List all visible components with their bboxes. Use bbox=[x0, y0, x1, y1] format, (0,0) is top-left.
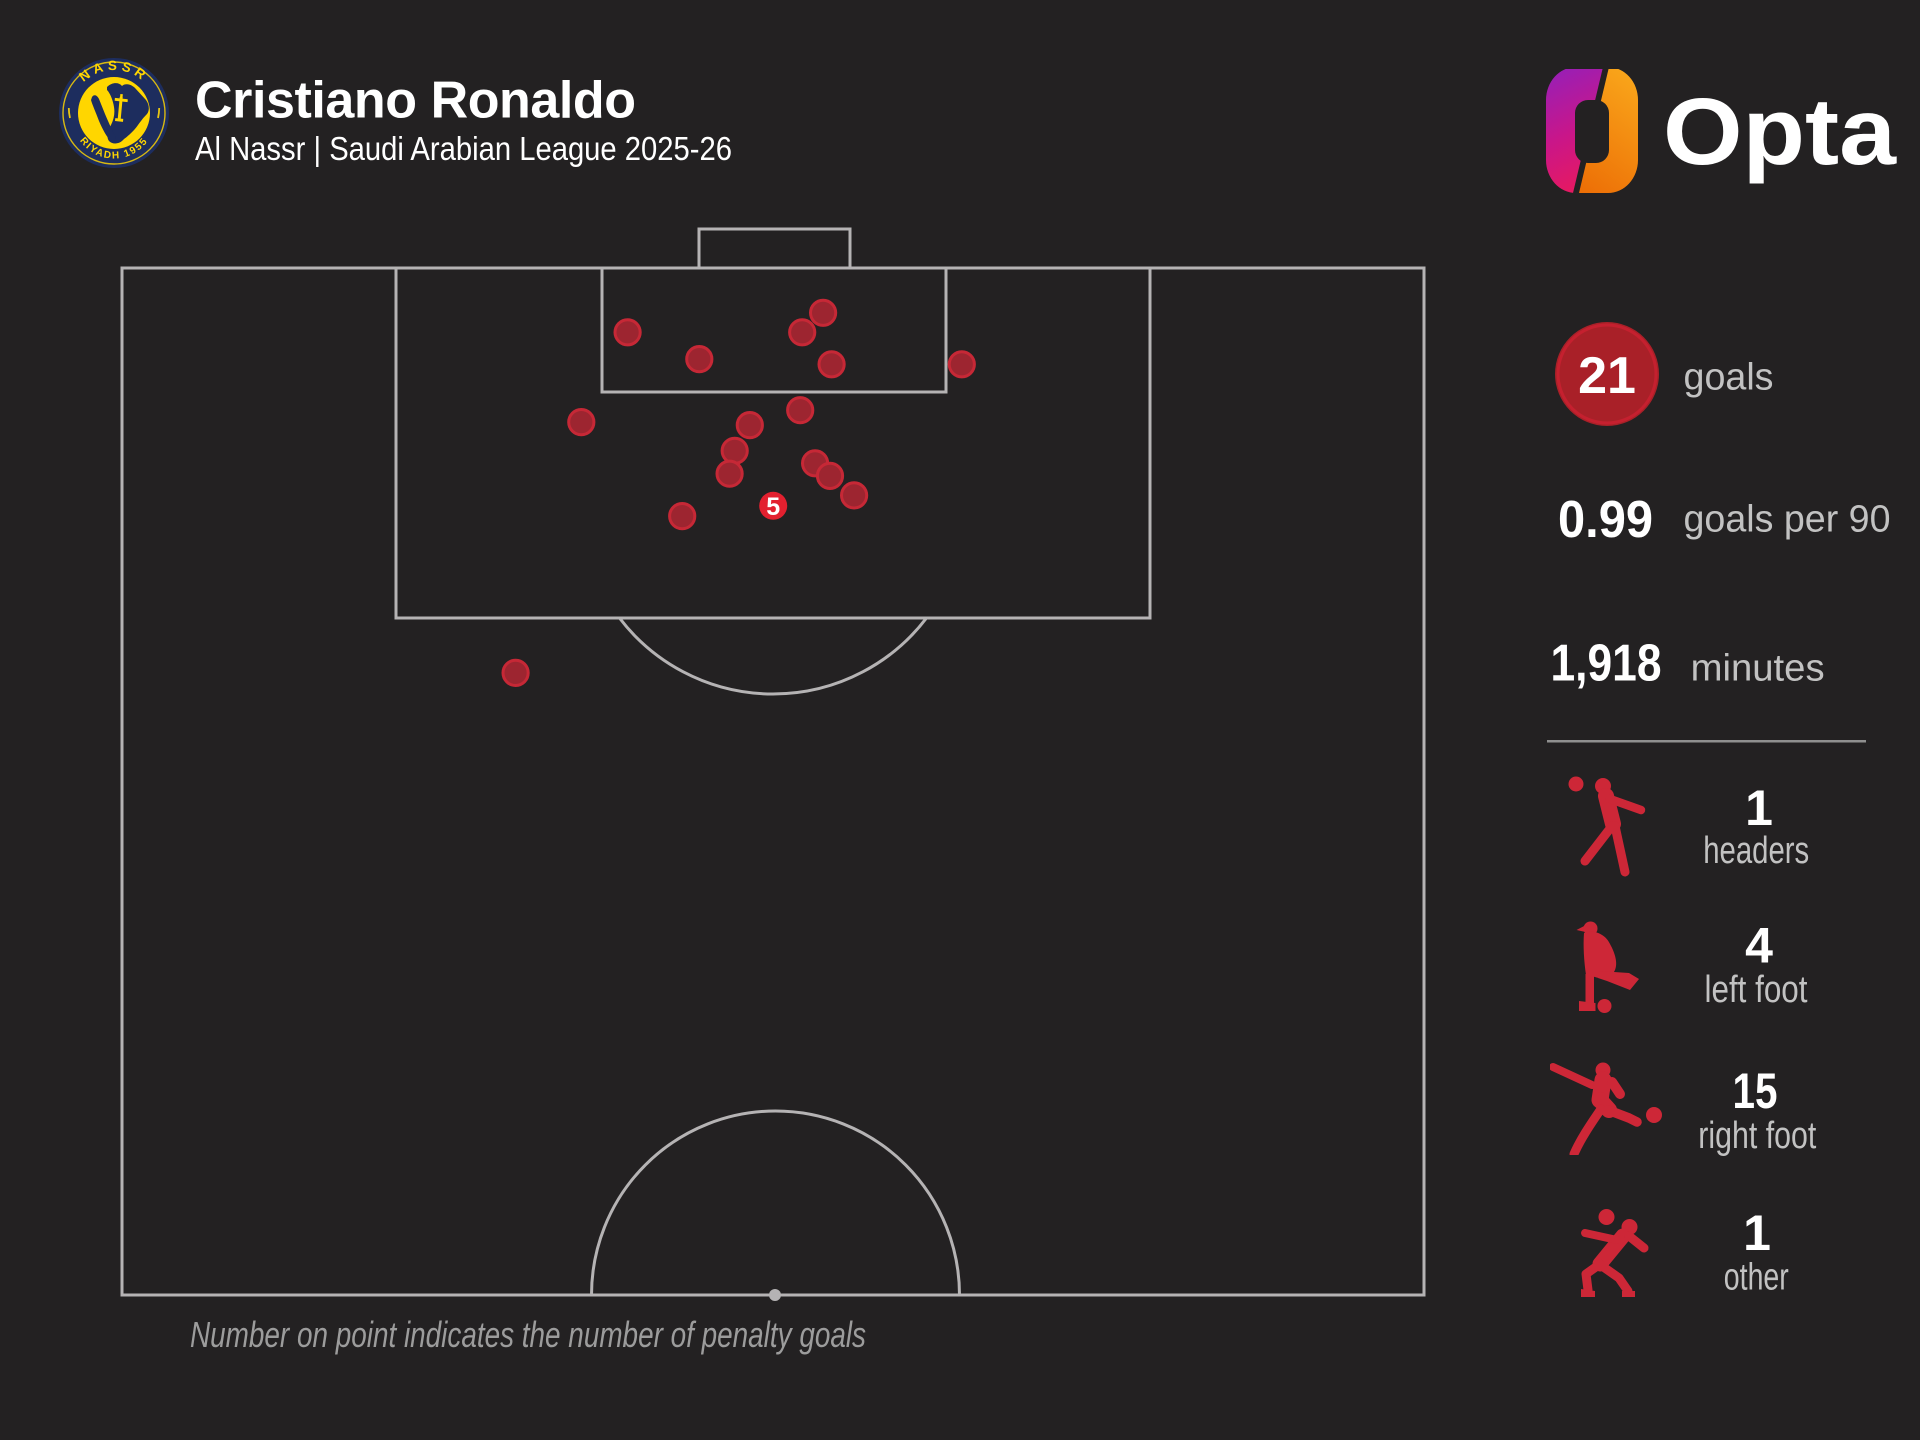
svg-text:5: 5 bbox=[766, 493, 780, 521]
svg-text:other: other bbox=[1724, 1257, 1789, 1299]
svg-text:15: 15 bbox=[1733, 1063, 1778, 1119]
svg-text:Opta: Opta bbox=[1663, 79, 1897, 185]
svg-text:1: 1 bbox=[1745, 780, 1773, 836]
svg-text:0.99: 0.99 bbox=[1558, 491, 1653, 549]
svg-text:21: 21 bbox=[1578, 347, 1636, 405]
svg-text:1: 1 bbox=[1743, 1205, 1771, 1261]
svg-text:Al Nassr | Saudi Arabian Leagu: Al Nassr | Saudi Arabian League 2025-26 bbox=[195, 130, 732, 167]
svg-text:Number on point indicates the: Number on point indicates the number of … bbox=[190, 1314, 866, 1355]
svg-text:1,918: 1,918 bbox=[1551, 635, 1662, 693]
svg-text:left foot: left foot bbox=[1705, 969, 1808, 1011]
svg-text:headers: headers bbox=[1703, 830, 1809, 872]
svg-text:goals per 90: goals per 90 bbox=[1684, 499, 1891, 541]
svg-text:minutes: minutes bbox=[1691, 648, 1825, 690]
svg-text:Cristiano Ronaldo: Cristiano Ronaldo bbox=[195, 72, 636, 130]
svg-text:goals: goals bbox=[1684, 357, 1774, 399]
svg-text:4: 4 bbox=[1745, 918, 1773, 974]
svg-text:right foot: right foot bbox=[1698, 1115, 1816, 1157]
